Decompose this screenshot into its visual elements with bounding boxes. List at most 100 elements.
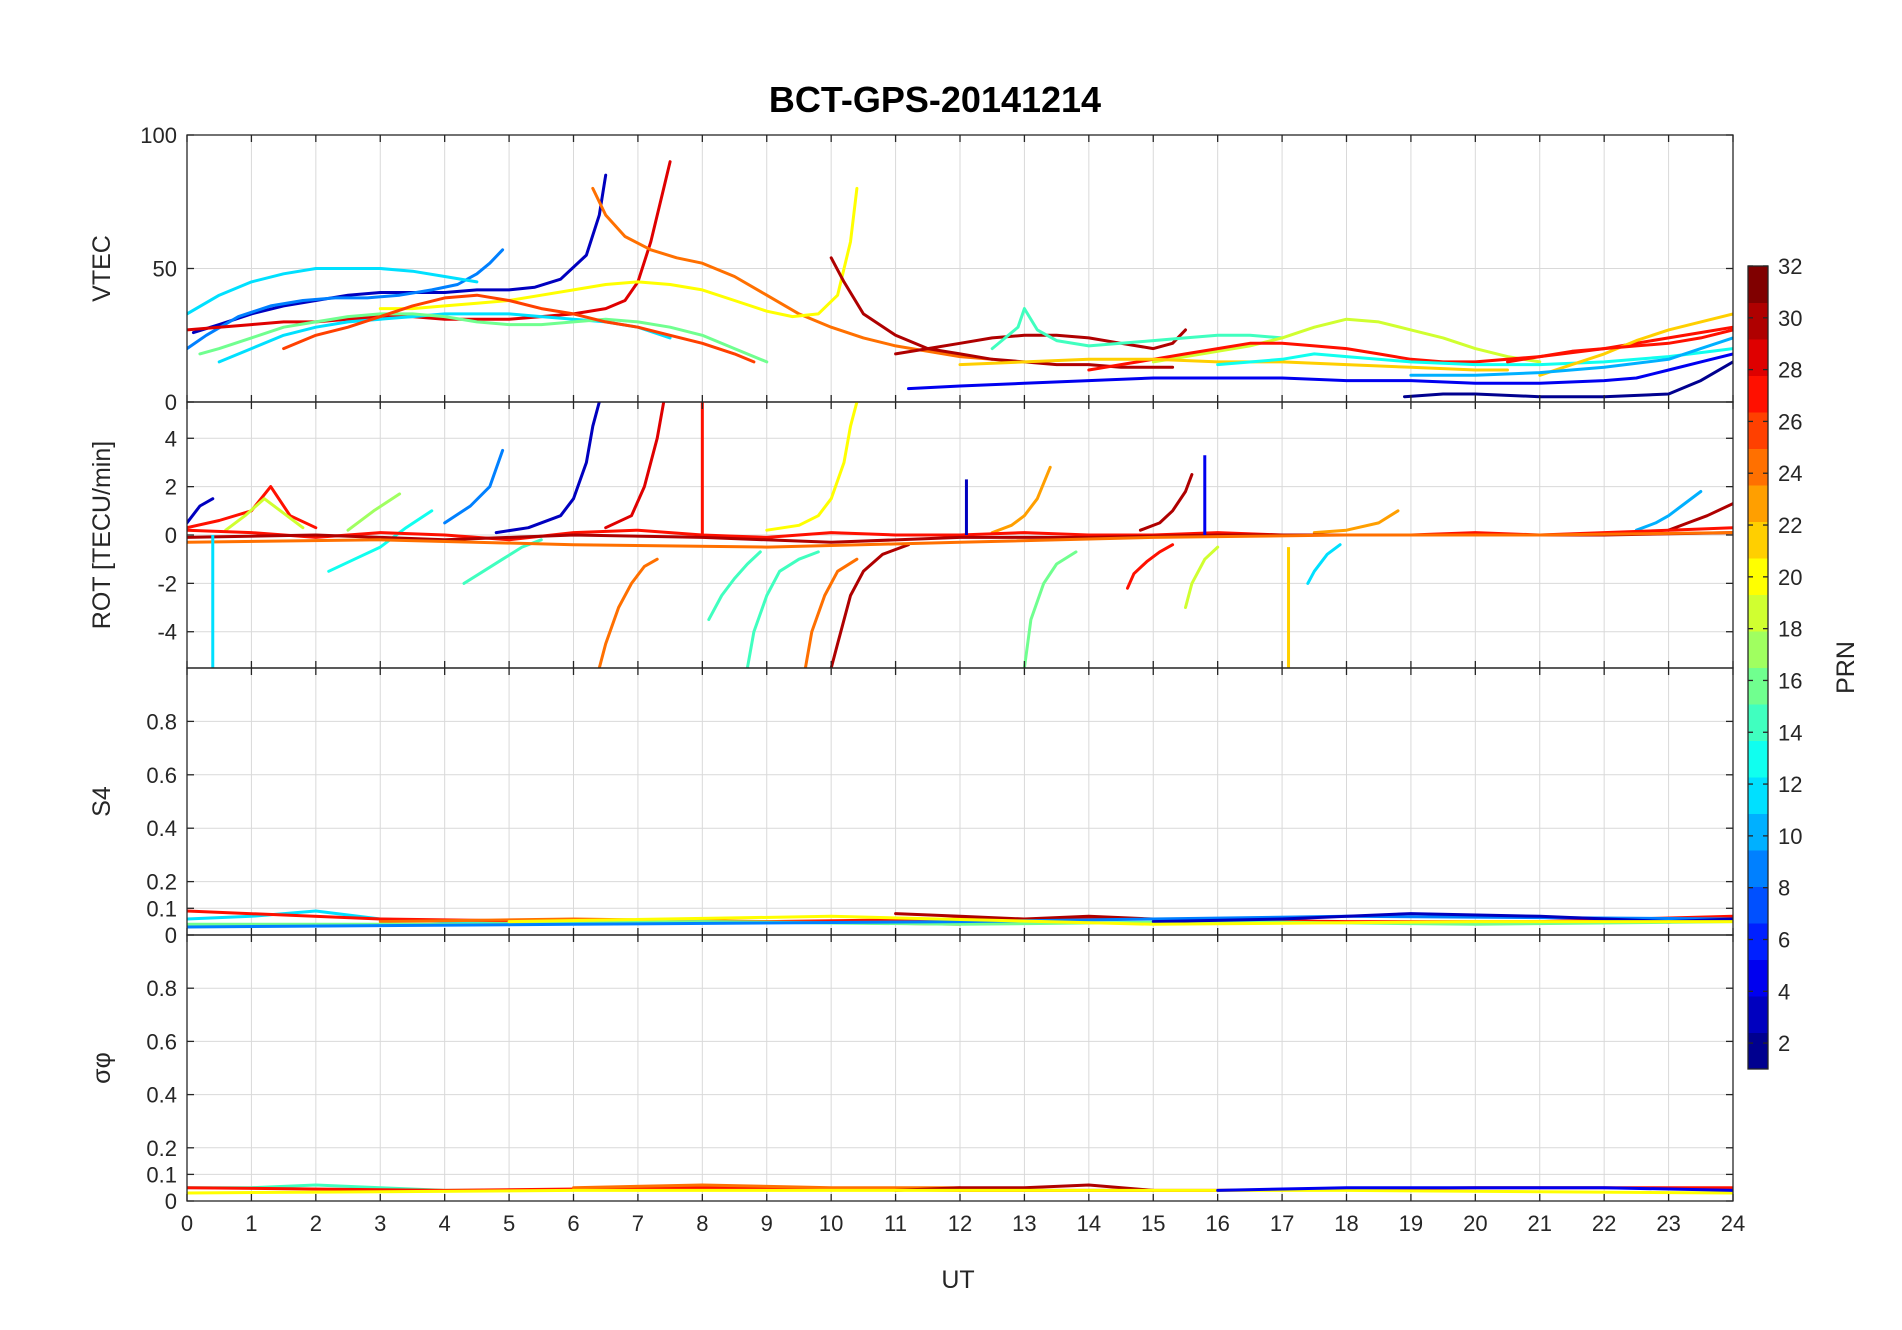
sigma_phi-y-tick-label: 0.2 bbox=[146, 1136, 177, 1161]
colorbar-tick-label: 2 bbox=[1778, 1031, 1790, 1056]
panel-s4: 00.10.2 0.4 0.6 0.8 S4 bbox=[88, 667, 1734, 948]
colorbar-swatch bbox=[1748, 886, 1768, 924]
rot-series-prn-23 bbox=[990, 465, 1052, 535]
colorbar-tick-label: 16 bbox=[1778, 668, 1802, 693]
colorbar-tick-label: 4 bbox=[1778, 979, 1790, 1004]
rot-series-prn-20 bbox=[765, 402, 859, 532]
x-tick-label: 6 bbox=[567, 1211, 579, 1236]
colorbar-swatch bbox=[1748, 996, 1768, 1033]
sigma_phi-y-tick-label: 0 bbox=[165, 1189, 177, 1214]
s4-series-prn-31 bbox=[894, 912, 1155, 921]
colorbar-swatch bbox=[1748, 959, 1768, 997]
vtec-series-prn-28 bbox=[1506, 328, 1733, 364]
colorbar-swatch bbox=[1748, 339, 1768, 376]
colorbar-swatch bbox=[1748, 266, 1768, 303]
colorbar-tick-label: 28 bbox=[1778, 358, 1802, 383]
colorbar-tick-label: 10 bbox=[1778, 824, 1802, 849]
colorbar-swatch bbox=[1748, 375, 1768, 413]
rot-series-prn-24 bbox=[187, 531, 1733, 549]
rot-series-prn-18 bbox=[224, 497, 305, 532]
colorbar-swatch bbox=[1748, 558, 1768, 595]
colorbar-tick-label: 22 bbox=[1778, 513, 1802, 538]
x-tick-label: 12 bbox=[948, 1211, 972, 1236]
rot-y-tick-label: -2 bbox=[157, 571, 177, 596]
rot-series-prn-14 bbox=[707, 550, 762, 622]
rot-series-group bbox=[187, 402, 1733, 668]
rot-series-prn-18 bbox=[1184, 545, 1220, 609]
x-tick-label: 22 bbox=[1592, 1211, 1616, 1236]
x-tick-label: 20 bbox=[1463, 1211, 1487, 1236]
colorbar-tick-label: 20 bbox=[1778, 565, 1802, 590]
rot-series-prn-8 bbox=[443, 448, 505, 525]
rot-series-prn-31 bbox=[1138, 473, 1194, 532]
x-tick-label: 17 bbox=[1270, 1211, 1294, 1236]
rot-y-tick-label: -4 bbox=[157, 620, 177, 645]
s4-y-tick-label: 0 bbox=[165, 923, 177, 948]
x-tick-label: 0 bbox=[181, 1211, 193, 1236]
vtec-series-prn-15 bbox=[990, 307, 1284, 351]
s4-y-tick-label: 0.1 bbox=[146, 896, 177, 921]
sigma_phi-series-prn-4 bbox=[1216, 1186, 1733, 1192]
rot-series-prn-14 bbox=[745, 550, 820, 668]
sigma_phi-series-prn-31 bbox=[894, 1183, 1155, 1192]
rot-series-prn-24 bbox=[597, 557, 659, 668]
sigma_phi-series-group bbox=[187, 1183, 1733, 1195]
x-tick-label: 5 bbox=[503, 1211, 515, 1236]
s4-series-group bbox=[187, 909, 1733, 929]
vtec-series-prn-31 bbox=[829, 256, 1175, 369]
rot-series-prn-16 bbox=[1022, 550, 1078, 668]
s4-y-tick-label: 0.8 bbox=[146, 709, 177, 734]
x-tick-label: 3 bbox=[374, 1211, 386, 1236]
colorbar-tick-label: 30 bbox=[1778, 306, 1802, 331]
colorbar-swatch bbox=[1748, 777, 1768, 814]
s4-y-tick-label: 0.2 bbox=[146, 870, 177, 895]
colorbar-tick-label: 32 bbox=[1778, 254, 1802, 279]
rot-series-prn-29 bbox=[604, 402, 666, 530]
rot-series-prn-31 bbox=[1667, 502, 1733, 532]
colorbar-tick-label: 26 bbox=[1778, 409, 1802, 434]
x-tick-label: 10 bbox=[819, 1211, 843, 1236]
vtec-y-tick-label: 0 bbox=[165, 390, 177, 415]
vtec-series-prn-13 bbox=[1216, 347, 1733, 367]
sigma_phi-y-tick-label: 0.1 bbox=[146, 1162, 177, 1187]
s4-series-prn-20 bbox=[507, 914, 1733, 926]
colorbar-swatch bbox=[1748, 813, 1768, 851]
vtec-series-prn-29 bbox=[187, 160, 672, 332]
vtec-series-prn-1 bbox=[1403, 360, 1733, 399]
x-tick-label: 23 bbox=[1656, 1211, 1680, 1236]
rot-y-tick-label: 2 bbox=[165, 475, 177, 500]
panel-vtec: 0 50 100 VTEC bbox=[88, 123, 1734, 415]
vtec-series-prn-20 bbox=[378, 186, 859, 319]
colorbar-swatch bbox=[1748, 594, 1768, 632]
colorbar-swatch bbox=[1748, 485, 1768, 522]
x-tick-label: 21 bbox=[1528, 1211, 1552, 1236]
x-tick-label: 8 bbox=[696, 1211, 708, 1236]
rot-series-prn-13 bbox=[327, 509, 434, 573]
colorbar-tick-label: 6 bbox=[1778, 927, 1790, 952]
vtec-series-prn-30 bbox=[894, 328, 1187, 356]
rot-series-prn-27 bbox=[187, 526, 1733, 542]
x-tick-label: 11 bbox=[884, 1211, 907, 1236]
rot-series-prn-2 bbox=[187, 497, 215, 525]
x-tick-label: 1 bbox=[245, 1211, 257, 1236]
colorbar-tick-label: 18 bbox=[1778, 617, 1802, 642]
sigma_phi-y-tick-label: 0.8 bbox=[146, 976, 177, 1001]
vtec-series-prn-26 bbox=[282, 293, 756, 364]
x-tick-label: 18 bbox=[1334, 1211, 1358, 1236]
rot-series-prn-10 bbox=[1634, 490, 1703, 532]
colorbar-swatch bbox=[1748, 302, 1768, 340]
vtec-series-group bbox=[187, 160, 1733, 399]
sigma_phi-y-tick-label: 0.4 bbox=[146, 1083, 177, 1108]
x-tick-label: 4 bbox=[439, 1211, 451, 1236]
colorbar-swatch bbox=[1748, 740, 1768, 778]
colorbar-swatch bbox=[1748, 631, 1768, 668]
vtec-series-prn-16 bbox=[198, 312, 769, 364]
s4-y-tick-label: 0.4 bbox=[146, 816, 177, 841]
rot-y-axis-label: ROT [TECU/min] bbox=[88, 441, 116, 629]
rot-series-prn-12 bbox=[1306, 543, 1342, 585]
vtec-y-tick-label: 50 bbox=[153, 257, 177, 282]
